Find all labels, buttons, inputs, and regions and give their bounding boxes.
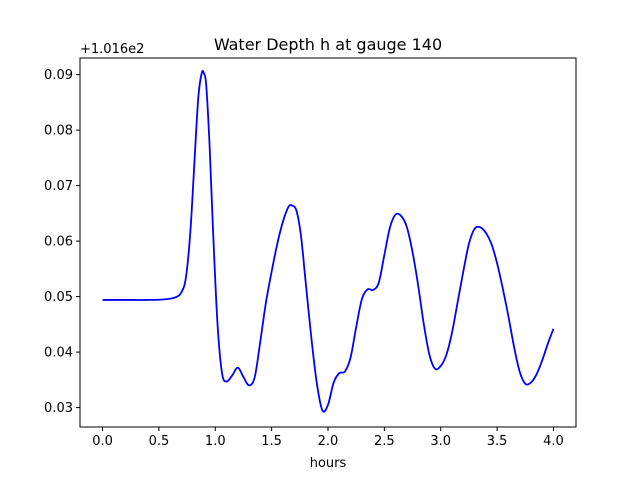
axes-frame bbox=[79, 57, 577, 428]
y-tick-label: 0.09 bbox=[44, 68, 73, 83]
x-tick-label: 4.0 bbox=[543, 434, 564, 449]
x-tick-label: 0.5 bbox=[149, 434, 170, 449]
y-tick-label: 0.03 bbox=[44, 401, 73, 416]
x-tick-label: 3.0 bbox=[430, 434, 451, 449]
x-tick-label: 0.0 bbox=[92, 434, 113, 449]
y-tick-label: 0.08 bbox=[44, 124, 73, 139]
x-tick-label: 2.5 bbox=[374, 434, 395, 449]
y-tick-label: 0.07 bbox=[44, 179, 73, 194]
x-axis: 0.0 0.5 1.0 1.5 2.0 2.5 3.0 3.5 4.0 bbox=[92, 427, 564, 449]
chart-title: Water Depth h at gauge 140 bbox=[214, 35, 442, 54]
y-tick-label: 0.05 bbox=[44, 290, 73, 305]
x-tick-label: 2.0 bbox=[318, 434, 339, 449]
x-axis-label: hours bbox=[310, 456, 347, 471]
y-offset-text: +1.016e2 bbox=[80, 42, 144, 57]
series-line-0 bbox=[102, 69, 555, 413]
x-tick-label: 1.5 bbox=[261, 434, 282, 449]
x-tick-label: 1.0 bbox=[205, 434, 226, 449]
plot-area bbox=[102, 69, 555, 413]
y-tick-label: 0.06 bbox=[44, 235, 73, 250]
y-tick-label: 0.04 bbox=[44, 346, 73, 361]
y-axis: 0.03 0.04 0.05 0.06 0.07 0.08 0.09 bbox=[44, 68, 80, 416]
x-tick-label: 3.5 bbox=[487, 434, 508, 449]
